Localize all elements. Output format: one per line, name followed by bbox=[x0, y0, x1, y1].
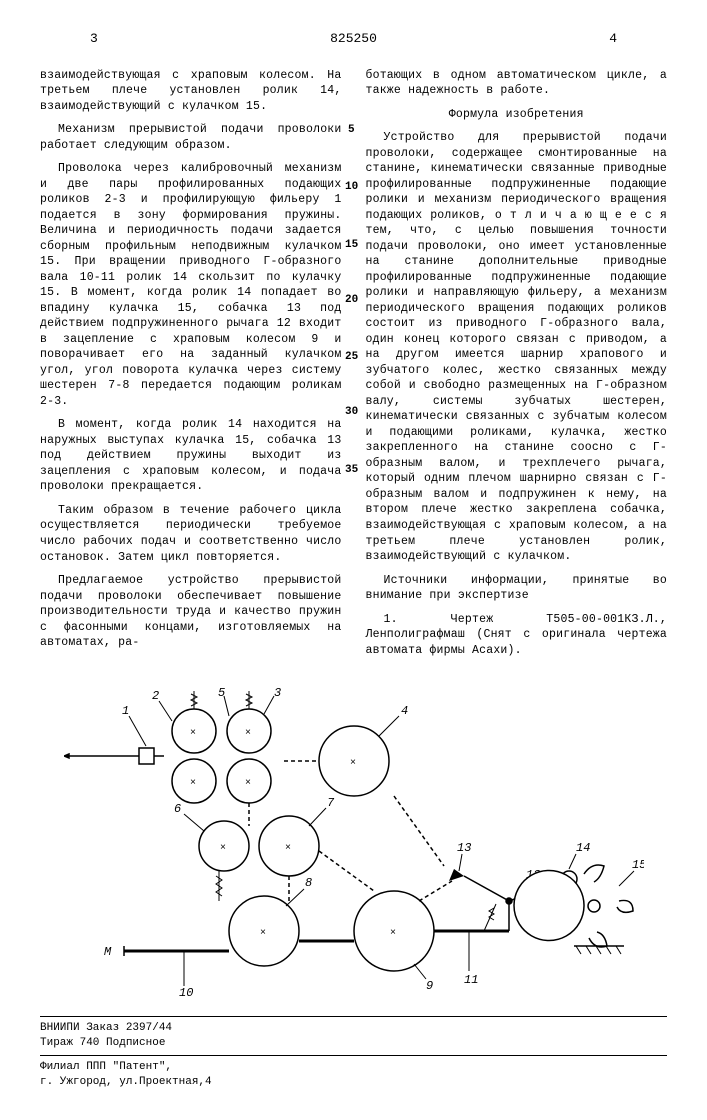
content-area: взаимодействующая с храповым колесом. На… bbox=[40, 68, 667, 667]
footer-tirazh: Тираж 740 Подписное bbox=[40, 1036, 667, 1051]
svg-text:14: 14 bbox=[576, 841, 590, 855]
svg-text:8: 8 bbox=[305, 876, 312, 890]
patent-number: 825250 bbox=[330, 30, 377, 48]
svg-text:×: × bbox=[390, 928, 396, 939]
svg-text:5: 5 bbox=[218, 686, 225, 700]
formula-title: Формула изобретения bbox=[366, 107, 668, 123]
footer-filial: Филиал ППП "Патент", bbox=[40, 1060, 667, 1075]
svg-text:×: × bbox=[245, 778, 251, 789]
svg-text:×: × bbox=[285, 843, 291, 854]
source-entry: 1. Чертеж Т505-00-001КЗ.Л., Ленполиграфм… bbox=[366, 612, 668, 659]
para: Таким образом в течение рабочего цикла о… bbox=[40, 503, 342, 565]
page-number-left: 3 bbox=[90, 30, 98, 48]
line-number: 30 bbox=[345, 405, 358, 420]
svg-text:×: × bbox=[190, 728, 196, 739]
svg-text:×: × bbox=[350, 758, 356, 769]
footer: ВНИИПИ Заказ 2397/44 Тираж 740 Подписное… bbox=[40, 1016, 667, 1089]
svg-text:7: 7 bbox=[327, 796, 335, 810]
para: Предлагаемое устройство прерывистой пода… bbox=[40, 573, 342, 651]
svg-text:11: 11 bbox=[464, 973, 478, 987]
sources-title: Источники информации, принятые во вниман… bbox=[366, 573, 668, 604]
line-number: 10 bbox=[345, 180, 358, 195]
svg-text:×: × bbox=[190, 778, 196, 789]
para: Устройство для прерывистой подачи провол… bbox=[366, 130, 668, 564]
page-number-right: 4 bbox=[609, 30, 617, 48]
svg-text:13: 13 bbox=[457, 841, 471, 855]
line-number: 25 bbox=[345, 350, 358, 365]
svg-text:4: 4 bbox=[401, 704, 408, 718]
svg-text:3: 3 bbox=[274, 686, 281, 700]
line-number: 20 bbox=[345, 293, 358, 308]
footer-vniipi: ВНИИПИ Заказ 2397/44 bbox=[40, 1021, 172, 1036]
left-column: взаимодействующая с храповым колесом. На… bbox=[40, 68, 342, 667]
footer-address: г. Ужгород, ул.Проектная,4 bbox=[40, 1075, 667, 1090]
svg-text:1: 1 bbox=[122, 704, 129, 718]
para: Механизм прерывистой подачи проволоки ра… bbox=[40, 122, 342, 153]
svg-text:15: 15 bbox=[632, 858, 644, 872]
para: Проволока через калибровочный механизм и… bbox=[40, 161, 342, 409]
line-number: 5 bbox=[348, 123, 355, 138]
svg-text:×: × bbox=[220, 843, 226, 854]
svg-text:6: 6 bbox=[174, 802, 181, 816]
para: В момент, когда ролик 14 находится на на… bbox=[40, 417, 342, 495]
svg-text:2: 2 bbox=[152, 689, 159, 703]
svg-text:×: × bbox=[260, 928, 266, 939]
line-number: 15 bbox=[345, 238, 358, 253]
mechanism-diagram: 1 × × × × 2 5 3 × 4 bbox=[40, 686, 667, 1001]
line-number: 35 bbox=[345, 463, 358, 478]
svg-text:×: × bbox=[245, 728, 251, 739]
para: ботающих в одном автоматическом цикле, а… bbox=[366, 68, 668, 99]
para: взаимодействующая с храповым колесом. На… bbox=[40, 68, 342, 115]
right-column: ботающих в одном автоматическом цикле, а… bbox=[366, 68, 668, 667]
svg-text:9: 9 bbox=[426, 979, 433, 993]
svg-text:10: 10 bbox=[179, 986, 193, 996]
svg-text:M: M bbox=[104, 945, 112, 959]
